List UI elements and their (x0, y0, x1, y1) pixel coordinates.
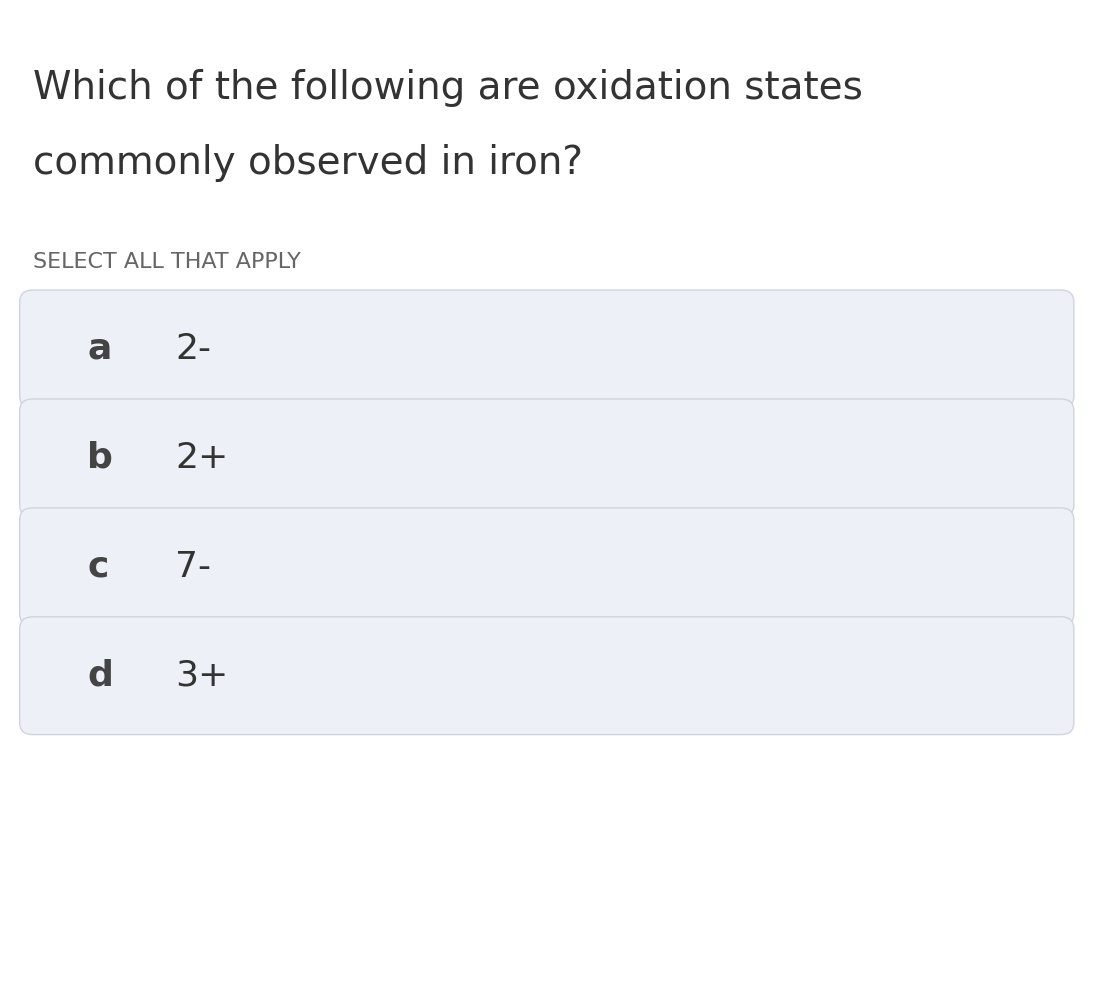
Text: d: d (88, 658, 113, 693)
Text: 2-: 2- (175, 332, 211, 366)
Text: commonly observed in iron?: commonly observed in iron? (33, 144, 583, 181)
FancyBboxPatch shape (20, 617, 1074, 735)
Text: 3+: 3+ (175, 658, 228, 693)
Text: 7-: 7- (175, 549, 211, 584)
Text: a: a (88, 332, 112, 366)
FancyBboxPatch shape (20, 399, 1074, 517)
Text: 2+: 2+ (175, 441, 228, 475)
Text: b: b (88, 441, 113, 475)
Text: Which of the following are oxidation states: Which of the following are oxidation sta… (33, 69, 863, 107)
Text: SELECT ALL THAT APPLY: SELECT ALL THAT APPLY (33, 252, 301, 272)
Text: c: c (88, 549, 109, 584)
FancyBboxPatch shape (20, 508, 1074, 626)
FancyBboxPatch shape (20, 290, 1074, 408)
